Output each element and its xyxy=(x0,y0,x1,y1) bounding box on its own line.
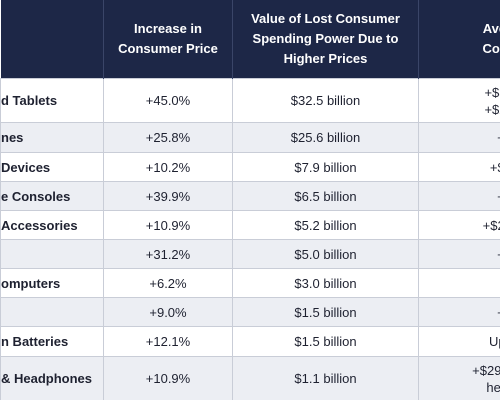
table-cell: Up to xyxy=(418,326,500,357)
table-cell: $6.5 billion xyxy=(232,181,419,211)
table-cell: +$25, p xyxy=(418,210,500,240)
table-cell: +31.2% xyxy=(103,239,233,269)
table-cell: +9.0% xyxy=(103,297,233,327)
table-cell: +$29, spea headp xyxy=(418,356,500,400)
table-cell: +$ xyxy=(418,239,500,269)
table-row: d Tablets+45.0%$32.5 billion+$357, +$201… xyxy=(0,78,500,123)
row-label: Devices xyxy=(0,152,104,182)
header-cell xyxy=(0,0,104,79)
table-cell: $32.5 billion xyxy=(232,78,419,123)
header-cell: Averag Cost In xyxy=(418,0,500,79)
table-row: nes+25.8%$25.6 billion+$ xyxy=(0,122,500,153)
table-cell: +12.1% xyxy=(103,326,233,357)
table-cell: +45.0% xyxy=(103,78,233,123)
table-cell: $25.6 billion xyxy=(232,122,419,153)
table-cell: +25.8% xyxy=(103,122,233,153)
table-cell: +6.2% xyxy=(103,268,233,298)
table-cell: +$ xyxy=(418,297,500,327)
row-label: omputers xyxy=(0,268,104,298)
table-cell: +$357, +$201, xyxy=(418,78,500,123)
row-label: e Consoles xyxy=(0,181,104,211)
table-row: & Headphones+10.9%$1.1 billion+$29, spea… xyxy=(0,356,500,400)
table-cell: $1.5 billion xyxy=(232,297,419,327)
table-cell: $1.1 billion xyxy=(232,356,419,400)
table-row: Accessories+10.9%$5.2 billion+$25, p xyxy=(0,210,500,240)
table-row: Devices+10.2%$7.9 billion+$5 t xyxy=(0,152,500,182)
header-row: Increase in Consumer Price Value of Lost … xyxy=(0,0,500,79)
table-row: +9.0%$1.5 billion+$ xyxy=(0,297,500,327)
table-row: +31.2%$5.0 billion+$ xyxy=(0,239,500,269)
table-cell: +10.9% xyxy=(103,356,233,400)
row-label: n Batteries xyxy=(0,326,104,357)
table-cell: +$ xyxy=(418,122,500,153)
table-body: d Tablets+45.0%$32.5 billion+$357, +$201… xyxy=(0,78,500,400)
table-row: omputers+6.2%$3.0 billion+ xyxy=(0,268,500,298)
table-cell: $5.0 billion xyxy=(232,239,419,269)
row-label xyxy=(0,239,104,269)
table-cell: +10.9% xyxy=(103,210,233,240)
row-label: & Headphones xyxy=(0,356,104,400)
table-cell: $7.9 billion xyxy=(232,152,419,182)
table-cell: +$ xyxy=(418,181,500,211)
table-cell: +39.9% xyxy=(103,181,233,211)
table-cell: $3.0 billion xyxy=(232,268,419,298)
row-label: nes xyxy=(0,122,104,153)
table-cell: +$5 t xyxy=(418,152,500,182)
row-label xyxy=(0,297,104,327)
table-row: e Consoles+39.9%$6.5 billion+$ xyxy=(0,181,500,211)
table-row: n Batteries+12.1%$1.5 billionUp to xyxy=(0,326,500,357)
table-cell: $1.5 billion xyxy=(232,326,419,357)
table-cell: + xyxy=(418,268,500,298)
table-cell: +10.2% xyxy=(103,152,233,182)
header-cell: Value of Lost Consumer Spending Power Du… xyxy=(232,0,419,79)
header-cell: Increase in Consumer Price xyxy=(103,0,233,79)
row-label: Accessories xyxy=(0,210,104,240)
table-cell: $5.2 billion xyxy=(232,210,419,240)
row-label: d Tablets xyxy=(0,78,104,123)
